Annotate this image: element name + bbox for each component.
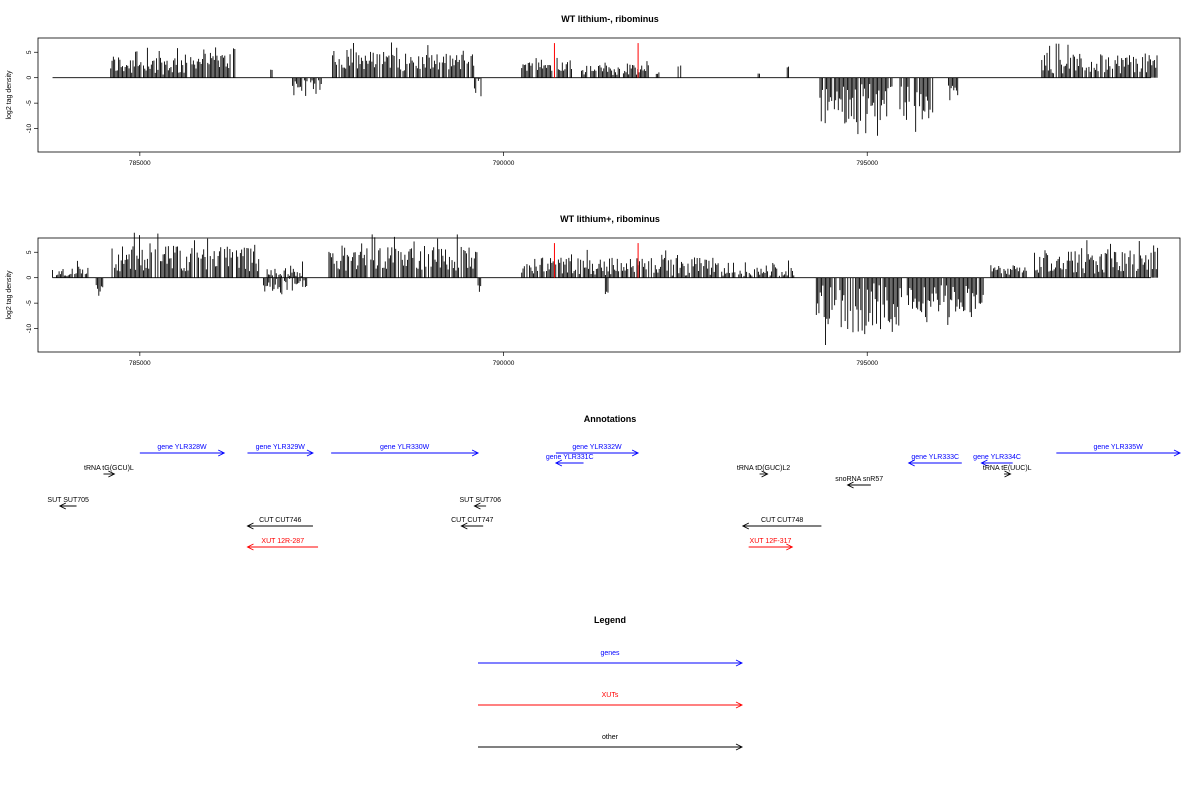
y-tick-label: 0 xyxy=(26,76,33,80)
annotation-label: gene YLR333C xyxy=(911,454,959,461)
annotation-feature: SUT SUT705 xyxy=(47,497,89,510)
track-panel-lithium-minus: WT lithium-, ribominus log2 tag density … xyxy=(6,14,1181,167)
x-tick-label: 795000 xyxy=(856,160,878,167)
annotation-label: gene YLR329W xyxy=(256,444,306,451)
y-tick-label: 0 xyxy=(26,276,33,280)
annotation-feature: gene YLR328W xyxy=(139,444,226,457)
annotation-feature: gene YLR332W xyxy=(555,444,640,457)
annotation-label: XUT 12F-317 xyxy=(750,538,792,545)
annotation-label: SUT SUT705 xyxy=(47,497,89,504)
annotation-feature: CUT CUT746 xyxy=(246,517,313,530)
y-tick-label: -5 xyxy=(26,300,33,306)
annotation-feature: gene YLR334C xyxy=(973,454,1021,467)
x-tick-label: 785000 xyxy=(129,160,151,167)
legend-label: XUTs xyxy=(602,692,619,699)
annotation-label: snoRNA snR57 xyxy=(835,476,883,483)
annotation-feature: tRNA tD(GUC)L2 xyxy=(737,465,790,478)
panel-title: WT lithium+, ribominus xyxy=(560,214,660,224)
annotation-label: tRNA tG(GCU)L xyxy=(84,465,134,472)
plot-frame xyxy=(37,237,1181,353)
annotation-arrow-head xyxy=(741,522,750,530)
legend-label: genes xyxy=(600,650,620,657)
plot-frame xyxy=(37,37,1181,153)
annotation-arrow-head xyxy=(786,543,794,551)
annotation-label: gene YLR330W xyxy=(380,444,430,451)
annotation-feature: gene YLR329W xyxy=(247,444,314,457)
annotation-arrow-head xyxy=(846,481,854,489)
annotation-arrow-head xyxy=(108,470,116,478)
annotations-title: Annotations xyxy=(584,414,637,424)
annotation-label: XUT 12R-287 xyxy=(261,538,304,545)
annotation-arrow-head xyxy=(1004,470,1012,478)
x-tick-label: 790000 xyxy=(493,160,515,167)
x-tick-label: 795000 xyxy=(856,360,878,367)
legend-arrow-head xyxy=(735,743,744,751)
annotation-arrow-head xyxy=(246,543,254,551)
annotations-panel: Annotations gene YLR328W gene YLR329W gene… xyxy=(47,414,1182,551)
y-axis-label: log2 tag density xyxy=(6,270,13,320)
y-tick-label: 5 xyxy=(26,250,33,254)
annotation-feature: tRNA tE(UUC)L xyxy=(983,465,1032,478)
annotation-label: gene YLR332W xyxy=(572,444,622,451)
annotation-arrow-head xyxy=(1173,449,1182,457)
annotation-feature: tRNA tG(GCU)L xyxy=(84,465,134,478)
annotation-arrow-head xyxy=(58,502,67,510)
y-axis-label: log2 tag density xyxy=(6,70,13,120)
annotation-arrow-head xyxy=(473,502,481,510)
annotation-arrow-head xyxy=(460,522,468,530)
annotation-label: tRNA tD(GUC)L2 xyxy=(737,465,790,472)
panel-title: WT lithium-, ribominus xyxy=(561,14,659,24)
annotation-label: SUT SUT706 xyxy=(460,497,502,504)
annotation-arrow-head xyxy=(471,449,480,457)
legend-arrow-head xyxy=(735,701,744,709)
annotation-label: gene YLR334C xyxy=(973,454,1021,461)
track-panel-lithium-plus: WT lithium+, ribominus log2 tag density … xyxy=(6,214,1181,367)
legend-item: XUTs xyxy=(478,692,744,709)
annotation-arrow-head xyxy=(246,522,254,530)
density-bars xyxy=(52,232,1159,346)
annotation-label: CUT CUT747 xyxy=(451,517,493,524)
annotation-label: gene YLR328W xyxy=(157,444,207,451)
annotation-label: gene YLR335W xyxy=(1094,444,1144,451)
annotation-arrow-head xyxy=(907,459,915,467)
annotation-feature: XUT 12F-317 xyxy=(748,538,794,551)
legend-item: genes xyxy=(478,650,744,667)
annotation-arrow-head xyxy=(980,459,988,467)
annotation-feature: gene YLR330W xyxy=(331,444,480,457)
annotation-arrow-head xyxy=(554,459,563,467)
density-bars xyxy=(110,42,1158,136)
x-tick-label: 790000 xyxy=(493,360,515,367)
legend-arrow-head xyxy=(735,659,744,667)
annotation-feature: gene YLR331C xyxy=(546,454,594,467)
annotation-feature: CUT CUT747 xyxy=(451,517,493,530)
legend-label: other xyxy=(602,734,619,741)
annotation-arrow-head xyxy=(218,449,226,457)
legend-panel: Legend genes XUTs other xyxy=(478,615,744,751)
y-tick-label: -10 xyxy=(26,324,33,334)
y-tick-label: 5 xyxy=(26,50,33,54)
annotation-label: tRNA tE(UUC)L xyxy=(983,465,1032,472)
annotation-label: CUT CUT746 xyxy=(259,517,301,524)
annotation-feature: SUT SUT706 xyxy=(460,497,502,510)
y-tick-label: -10 xyxy=(26,124,33,134)
annotation-feature: CUT CUT748 xyxy=(741,517,822,530)
annotation-label: CUT CUT748 xyxy=(761,517,803,524)
annotation-feature: snoRNA snR57 xyxy=(835,476,883,489)
legend-item: other xyxy=(478,734,744,751)
annotation-feature: XUT 12R-287 xyxy=(246,538,319,551)
annotation-arrow-head xyxy=(631,449,640,457)
annotation-arrow-head xyxy=(306,449,314,457)
annotation-label: gene YLR331C xyxy=(546,454,594,461)
annotation-feature: gene YLR333C xyxy=(907,454,962,467)
annotation-feature: gene YLR335W xyxy=(1056,444,1182,457)
legend-title: Legend xyxy=(594,615,626,625)
x-tick-label: 785000 xyxy=(129,360,151,367)
y-tick-label: -5 xyxy=(26,100,33,106)
annotation-arrow-head xyxy=(761,470,769,478)
